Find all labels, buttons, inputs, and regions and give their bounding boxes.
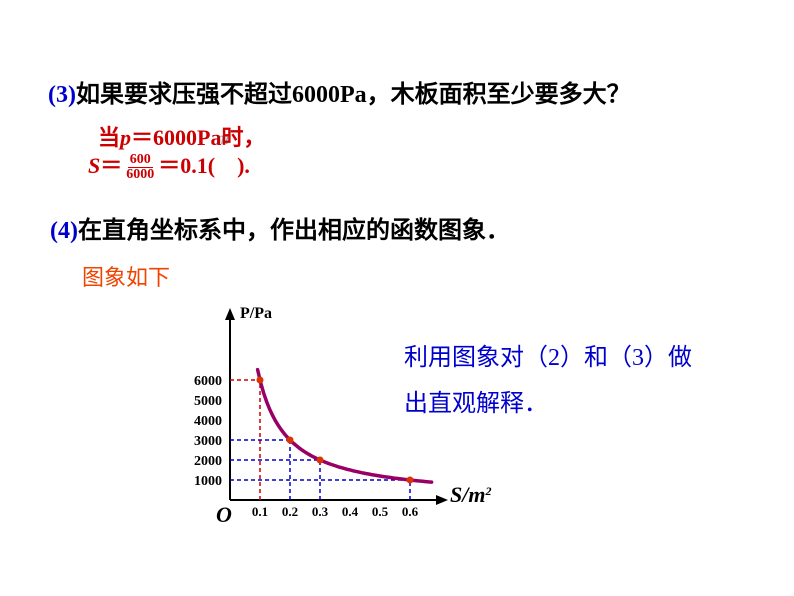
svg-text:0.2: 0.2 [282,504,298,519]
ans-var-p: p [120,125,131,150]
chart-comment: 利用图象对（2）和（3）做 出直观解释． [404,336,692,427]
svg-text:4000: 4000 [194,414,222,429]
q4-number: (4) [50,218,78,244]
svg-text:0.3: 0.3 [312,504,329,519]
ans-fraction: 6006000 [124,153,156,182]
q4-text: 在直角坐标系中，作出相应的函数图象． [78,218,510,244]
question-3: (3)如果要求压强不超过6000Pa，木板面积至少要多大？ [48,74,631,109]
svg-text:P/Pa: P/Pa [240,305,272,322]
ans-text-when: 当 [98,125,120,150]
question-4: (4)在直角坐标系中，作出相应的函数图象． [50,210,510,245]
svg-text:3000: 3000 [194,434,222,449]
comment-line1: 利用图象对（2）和（3）做 [404,336,692,382]
svg-text:5000: 5000 [194,394,222,409]
q3-number: (3) [48,82,76,108]
svg-text:1000: 1000 [194,474,222,489]
svg-text:0.4: 0.4 [342,504,359,519]
ans-text-6000pa: ＝6000Pa时， [131,125,265,150]
svg-text:O: O [216,502,232,527]
svg-text:S/m2: S/m2 [450,482,491,507]
svg-text:0.1: 0.1 [252,504,268,519]
ans-eq1: ＝ [100,153,122,178]
svg-text:2000: 2000 [194,454,222,469]
q3-text: 如果要求压强不超过6000Pa，木板面积至少要多大？ [76,82,631,108]
unit-ghost: m [216,128,229,149]
chart-caption: 图象如下 [82,260,170,292]
q3-answer-line2: S＝6006000＝0.1( ). [88,148,250,182]
comment-line2: 出直观解释． [404,382,692,428]
svg-text:6000: 6000 [194,374,222,389]
ans-var-s: S [88,153,100,178]
svg-text:0.6: 0.6 [402,504,419,519]
ans-eq2: ＝0.1( ). [158,153,250,178]
svg-text:0.5: 0.5 [372,504,389,519]
